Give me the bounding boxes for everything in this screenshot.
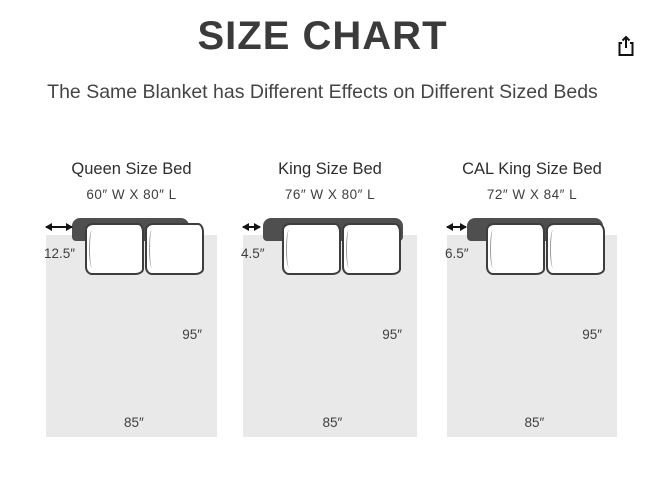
pillow-icon: [145, 223, 204, 275]
bed-dimensions: 76″ W X 80″ L: [284, 187, 376, 202]
blanket-width-label: 85″: [123, 415, 144, 430]
bed-figure-cal-king: CAL King Size Bed 72″ W X 84″ L 6.5″ 95″…: [445, 160, 617, 438]
pillow-icon: [85, 223, 144, 275]
blanket-length-label: 95″: [582, 327, 602, 342]
overhang-arrow-icon: [242, 223, 261, 231]
pillow-icon: [282, 223, 341, 275]
blanket-length-label: 95″: [182, 327, 202, 342]
blanket-width-label: 85″: [524, 415, 545, 430]
pillow-icon: [486, 223, 545, 275]
blanket-length-label: 95″: [382, 327, 402, 342]
share-icon: [614, 34, 638, 58]
blanket-width-label: 85″: [322, 415, 343, 430]
overhang-label: 4.5″: [241, 246, 265, 261]
bed-name: King Size Bed: [278, 160, 382, 178]
pillow-icon: [546, 223, 605, 275]
bed-name: CAL King Size Bed: [462, 160, 602, 178]
bed-figure-king: King Size Bed 76″ W X 80″ L 4.5″ 95″ 85″: [241, 160, 417, 438]
bed-dimensions: 72″ W X 84″ L: [486, 187, 578, 202]
overhang-arrow-icon: [446, 223, 467, 231]
page-subtitle: The Same Blanket has Different Effects o…: [47, 81, 598, 103]
bed-figure-queen: Queen Size Bed 60″ W X 80″ L 12.5″ 95″ 8…: [44, 160, 217, 438]
bed-name: Queen Size Bed: [71, 160, 192, 178]
overhang-arrow-icon: [45, 223, 73, 231]
share-button[interactable]: [614, 34, 638, 58]
overhang-label: 12.5″: [44, 246, 76, 261]
pillow-icon: [342, 223, 401, 275]
overhang-label: 6.5″: [445, 246, 469, 261]
bed-dimensions: 60″ W X 80″ L: [86, 187, 177, 202]
page-title: SIZE CHART: [197, 14, 448, 58]
